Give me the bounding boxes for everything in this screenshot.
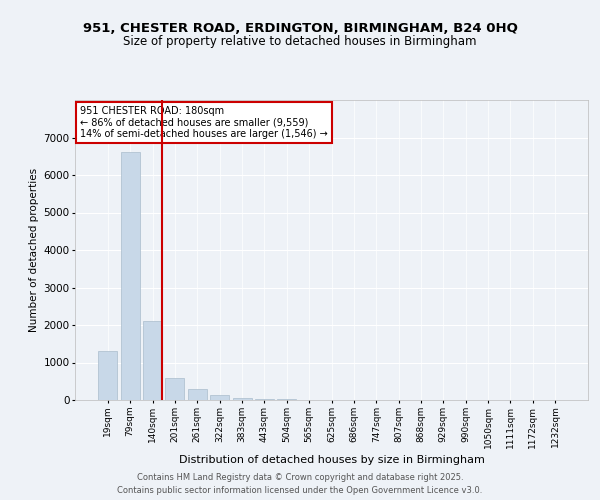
Bar xyxy=(233,398,251,400)
Bar xyxy=(98,351,118,400)
Bar xyxy=(255,398,274,400)
Bar xyxy=(188,389,207,400)
Text: 951 CHESTER ROAD: 180sqm
← 86% of detached houses are smaller (9,559)
14% of sem: 951 CHESTER ROAD: 180sqm ← 86% of detach… xyxy=(80,106,328,139)
Bar xyxy=(166,378,184,400)
Text: Size of property relative to detached houses in Birmingham: Size of property relative to detached ho… xyxy=(123,35,477,48)
Bar xyxy=(210,395,229,400)
X-axis label: Distribution of detached houses by size in Birmingham: Distribution of detached houses by size … xyxy=(179,454,484,464)
Bar xyxy=(143,322,162,400)
Bar xyxy=(121,152,140,400)
Y-axis label: Number of detached properties: Number of detached properties xyxy=(29,168,39,332)
Text: 951, CHESTER ROAD, ERDINGTON, BIRMINGHAM, B24 0HQ: 951, CHESTER ROAD, ERDINGTON, BIRMINGHAM… xyxy=(83,22,517,36)
Text: Contains public sector information licensed under the Open Government Licence v3: Contains public sector information licen… xyxy=(118,486,482,495)
Text: Contains HM Land Registry data © Crown copyright and database right 2025.: Contains HM Land Registry data © Crown c… xyxy=(137,472,463,482)
